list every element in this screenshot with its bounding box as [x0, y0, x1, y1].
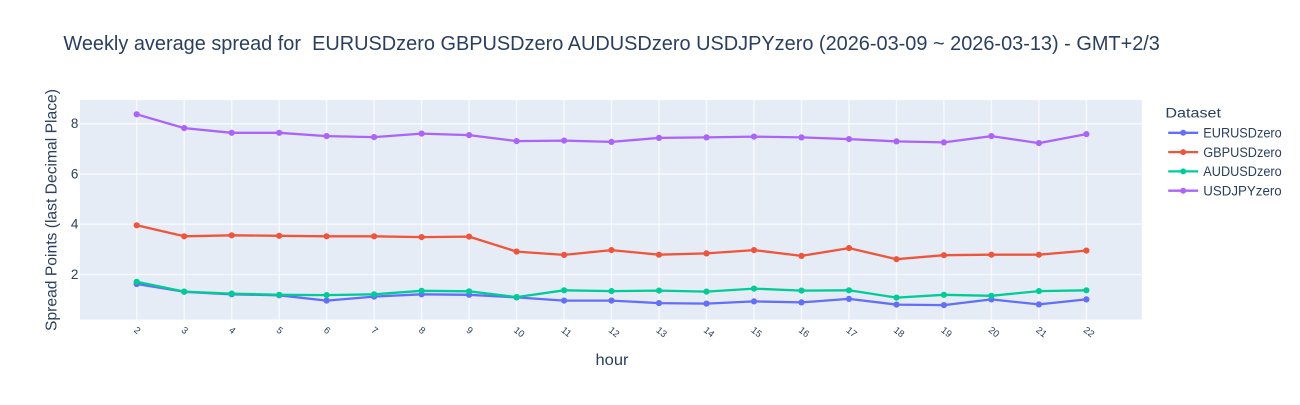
svg-text:2: 2: [131, 325, 142, 337]
svg-text:8: 8: [416, 325, 427, 337]
svg-text:6: 6: [321, 325, 332, 337]
svg-text:5: 5: [274, 325, 285, 337]
svg-text:8: 8: [71, 116, 79, 131]
svg-text:Dataset: Dataset: [1165, 106, 1221, 121]
svg-text:4: 4: [71, 217, 79, 232]
svg-text:2: 2: [71, 267, 79, 282]
svg-text:hour: hour: [596, 352, 629, 369]
svg-text:USDJPYzero: USDJPYzero: [1203, 184, 1281, 199]
svg-text:6: 6: [71, 167, 79, 182]
svg-text:GBPUSDzero: GBPUSDzero: [1203, 145, 1281, 160]
svg-text:Weekly average spread for EUR: Weekly average spread for EURUSDzero GBP…: [63, 33, 1160, 55]
svg-text:3: 3: [179, 325, 190, 337]
svg-text:Spread Points (last Decimal Pl: Spread Points (last Decimal Place): [44, 89, 61, 331]
svg-text:7: 7: [369, 325, 380, 337]
svg-text:AUDUSDzero: AUDUSDzero: [1203, 164, 1281, 179]
svg-text:9: 9: [464, 325, 475, 337]
svg-text:EURUSDzero: EURUSDzero: [1203, 126, 1281, 141]
svg-text:4: 4: [226, 325, 237, 337]
